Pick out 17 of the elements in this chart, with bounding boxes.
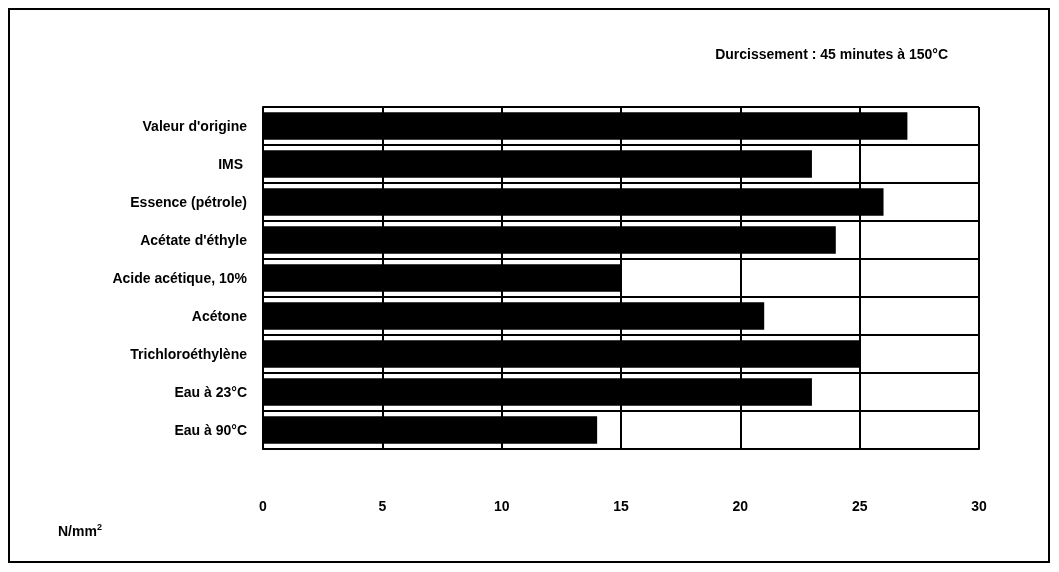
chart-title: Durcissement : 45 minutes à 150°C bbox=[715, 46, 949, 62]
x-tick-label: 15 bbox=[613, 498, 629, 514]
y-tick-label: Acétate d'éthyle bbox=[140, 232, 248, 248]
x-tick-label: 20 bbox=[732, 498, 749, 514]
y-tick-label: Acide acétique, 10% bbox=[112, 270, 248, 286]
y-tick-label: Acétone bbox=[191, 308, 248, 324]
x-tick-label: 5 bbox=[378, 498, 387, 514]
y-tick-label: Valeur d'origine bbox=[142, 118, 248, 134]
x-tick-label: 0 bbox=[259, 498, 268, 514]
y-tick-label: Eau à 23°C bbox=[174, 384, 247, 400]
y-tick-label: Eau à 90°C bbox=[174, 422, 247, 438]
y-tick-label: IMS bbox=[218, 156, 247, 172]
x-tick-label: 25 bbox=[851, 498, 868, 514]
y-tick-label: Essence (pétrole) bbox=[130, 194, 247, 210]
x-tick-label: 30 bbox=[971, 498, 987, 514]
x-tick-label: 10 bbox=[493, 498, 510, 514]
y-tick-label: Trichloroéthylène bbox=[130, 346, 248, 362]
